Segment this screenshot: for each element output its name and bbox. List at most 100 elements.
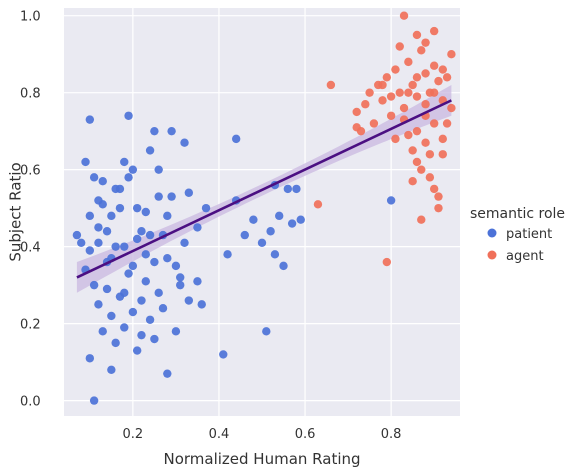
patient-point [128, 165, 138, 174]
agent-point [365, 88, 374, 97]
x-tick-label: 0.8 [381, 427, 402, 442]
y-tick-label: 0.4 [20, 241, 41, 256]
y-tick-labels: 0.0 0.2 0.4 0.6 0.8 1.0 [20, 10, 41, 410]
patient-point [197, 300, 206, 309]
patient-point [176, 280, 185, 290]
agent-point [386, 111, 396, 120]
patient-point [193, 277, 202, 286]
patient-point [137, 330, 146, 340]
agent-point [425, 150, 435, 159]
legend-marker-patient [487, 228, 497, 238]
patient-point [163, 369, 172, 378]
patient-point [120, 323, 129, 332]
patient-point [180, 138, 189, 147]
x-axis-label: Normalized Human Rating [163, 450, 360, 468]
patient-point [107, 311, 116, 321]
agent-point [361, 100, 370, 109]
patient-point [279, 261, 288, 271]
patient-point [132, 234, 142, 244]
y-tick-label: 0.0 [20, 395, 41, 410]
patient-point [180, 238, 189, 247]
x-tick-label: 0.6 [295, 427, 316, 442]
legend-label-agent: agent [506, 249, 544, 264]
patient-point [262, 327, 271, 336]
legend-title: semantic role [470, 206, 565, 222]
patient-point [102, 227, 112, 236]
agent-point [429, 184, 439, 194]
agent-point [382, 73, 392, 82]
patient-point [132, 346, 142, 355]
agent-point [417, 215, 426, 224]
patient-point [141, 250, 150, 259]
patient-point [137, 227, 146, 236]
patient-point [171, 327, 181, 336]
agent-point [408, 177, 417, 186]
patient-point [85, 211, 95, 221]
y-axis-label: Subject Ratio [7, 162, 25, 261]
patient-point [124, 111, 133, 120]
patient-point [270, 250, 280, 259]
patient-point [120, 242, 129, 251]
agent-point [434, 192, 443, 201]
agent-point [417, 46, 426, 55]
patient-point [72, 230, 82, 240]
patient-point [77, 238, 86, 247]
patient-point [111, 338, 120, 348]
patient-point [176, 273, 185, 282]
patient-point [167, 192, 176, 201]
agent-point [399, 103, 409, 113]
patient-point [283, 184, 293, 194]
agent-point [417, 165, 426, 174]
patient-point [120, 288, 129, 298]
legend: semantic role patient agent [470, 206, 565, 264]
patient-point [128, 261, 138, 271]
agent-point [352, 107, 361, 117]
agent-point [382, 257, 392, 267]
y-tick-label: 0.6 [20, 164, 41, 179]
patient-point [184, 296, 194, 305]
patient-point [154, 288, 163, 298]
x-tick-label: 0.4 [209, 427, 230, 442]
agent-point [412, 126, 422, 136]
patient-point [107, 211, 116, 221]
agent-point [399, 11, 409, 20]
agent-point [429, 119, 439, 128]
agent-point [421, 38, 430, 47]
agent-point [313, 200, 323, 209]
agent-point [352, 123, 361, 132]
agent-point [378, 96, 387, 105]
patient-point [163, 253, 172, 263]
agent-point [434, 76, 443, 86]
agent-point [391, 65, 400, 74]
patient-point [154, 192, 163, 201]
agent-point [447, 103, 456, 113]
patient-point [98, 327, 107, 336]
agent-point [412, 73, 422, 82]
patient-point [223, 250, 232, 259]
agent-point [421, 69, 430, 78]
patient-point [296, 215, 305, 224]
patient-point [124, 173, 133, 182]
agent-point [421, 100, 430, 109]
patient-point [94, 223, 103, 232]
patient-point [275, 211, 284, 221]
agent-point [395, 88, 404, 97]
agent-point [412, 92, 422, 101]
patient-point [115, 203, 125, 213]
patient-point [102, 284, 112, 294]
agent-point [438, 134, 447, 144]
agent-point [429, 61, 439, 70]
patient-point [94, 238, 103, 247]
patient-point [124, 269, 133, 278]
x-tick-label: 0.2 [123, 427, 144, 442]
x-tick-labels: 0.2 0.4 0.6 0.8 [123, 427, 402, 442]
patient-point [89, 173, 99, 182]
y-tick-label: 1.0 [20, 10, 41, 25]
patient-point [111, 184, 120, 194]
patient-point [89, 396, 99, 405]
agent-point [442, 119, 452, 128]
patient-point [141, 207, 150, 217]
agent-point [412, 30, 422, 40]
regression-line [76, 99, 452, 279]
